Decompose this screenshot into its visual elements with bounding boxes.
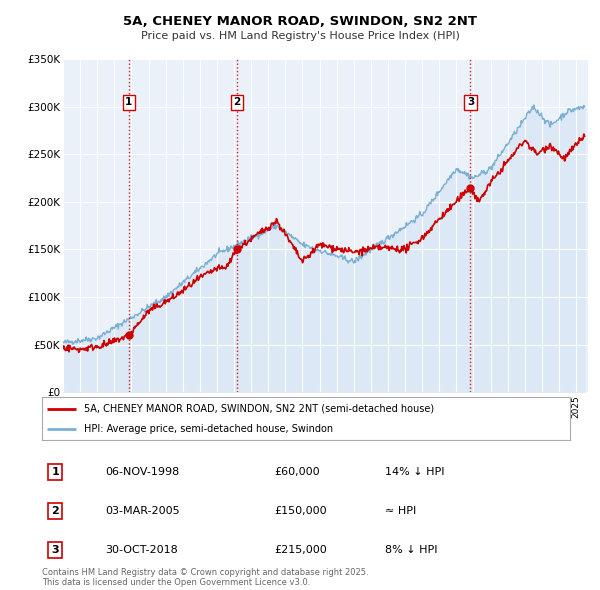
Text: Contains HM Land Registry data © Crown copyright and database right 2025.
This d: Contains HM Land Registry data © Crown c…: [42, 568, 368, 587]
Text: ≈ HPI: ≈ HPI: [385, 506, 416, 516]
Text: HPI: Average price, semi-detached house, Swindon: HPI: Average price, semi-detached house,…: [84, 424, 334, 434]
Text: £60,000: £60,000: [274, 467, 320, 477]
Text: 30-OCT-2018: 30-OCT-2018: [106, 545, 178, 555]
Text: £215,000: £215,000: [274, 545, 327, 555]
Text: Price paid vs. HM Land Registry's House Price Index (HPI): Price paid vs. HM Land Registry's House …: [140, 31, 460, 41]
Text: £150,000: £150,000: [274, 506, 327, 516]
Text: 2: 2: [233, 97, 241, 107]
Text: 03-MAR-2005: 03-MAR-2005: [106, 506, 180, 516]
Text: 3: 3: [52, 545, 59, 555]
Text: 14% ↓ HPI: 14% ↓ HPI: [385, 467, 445, 477]
Text: 5A, CHENEY MANOR ROAD, SWINDON, SN2 2NT (semi-detached house): 5A, CHENEY MANOR ROAD, SWINDON, SN2 2NT …: [84, 404, 434, 414]
Text: 06-NOV-1998: 06-NOV-1998: [106, 467, 179, 477]
Text: 3: 3: [467, 97, 474, 107]
Text: 5A, CHENEY MANOR ROAD, SWINDON, SN2 2NT: 5A, CHENEY MANOR ROAD, SWINDON, SN2 2NT: [123, 15, 477, 28]
Text: 8% ↓ HPI: 8% ↓ HPI: [385, 545, 438, 555]
Text: 1: 1: [125, 97, 133, 107]
Text: 1: 1: [52, 467, 59, 477]
Text: 2: 2: [52, 506, 59, 516]
